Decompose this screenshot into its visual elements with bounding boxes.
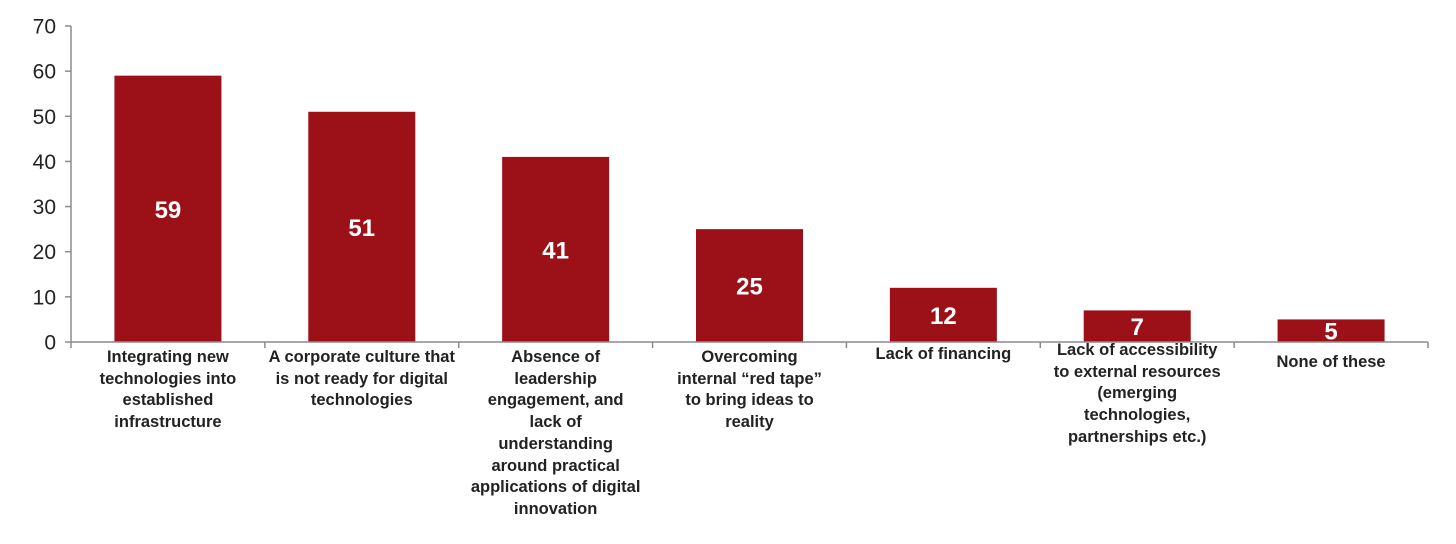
x-tick-label: Lack of accessibility to external resour… [1053, 341, 1221, 446]
bar-value-label: 59 [155, 197, 182, 224]
y-tick-label: 0 [44, 332, 56, 355]
bar [889, 287, 997, 342]
x-axis-ticks [70, 342, 1429, 348]
bar-value-label: 25 [736, 274, 763, 301]
bar-value-label: 41 [542, 237, 569, 264]
x-tick-label: None of these [1276, 353, 1386, 371]
y-tick-label: 70 [33, 16, 56, 39]
bar [114, 75, 222, 343]
y-tick-label: 20 [33, 241, 56, 264]
y-axis-ticks: 0 10 20 30 40 50 60 70 [33, 16, 71, 355]
y-tick-label: 40 [33, 151, 56, 174]
y-tick-label: 60 [33, 61, 56, 84]
bar [502, 156, 610, 342]
y-tick-label: 50 [33, 106, 56, 129]
y-tick-label: 10 [33, 286, 56, 309]
x-tick-label: A corporate culture that is not ready fo… [268, 348, 455, 410]
bar [696, 229, 803, 342]
x-tick-label: Integrating new technologies into establ… [99, 348, 237, 432]
bar-value-label: 5 [1324, 319, 1337, 346]
bar [1277, 319, 1385, 342]
bars-group [114, 75, 1385, 343]
bar-value-label: 51 [348, 215, 375, 242]
bar-value-label: 12 [930, 303, 957, 330]
y-tick-label: 30 [33, 196, 56, 219]
x-tick-label: Lack of financing [875, 345, 1012, 363]
x-tick-label: Absence of leadership engagement, and la… [470, 348, 641, 518]
data-labels-group: 59 51 41 25 12 7 5 [155, 197, 1338, 346]
bar-value-label: 7 [1131, 314, 1144, 341]
x-tick-label: Overcoming internal “red tape” to bring … [677, 348, 822, 432]
bar [308, 111, 416, 343]
bar [1083, 310, 1191, 342]
